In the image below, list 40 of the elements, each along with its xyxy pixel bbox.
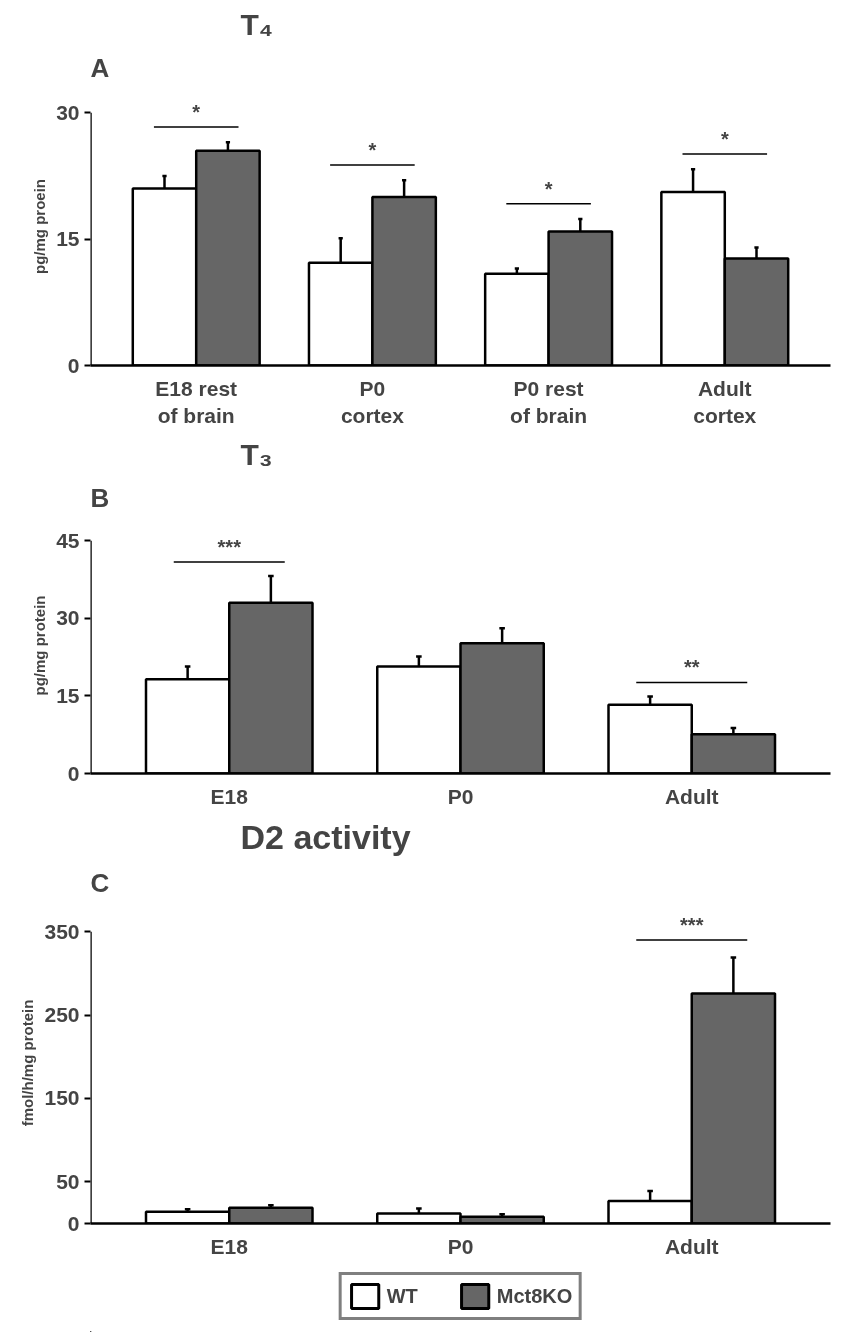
x-tick-label: E18 rest of brain xyxy=(155,376,238,428)
x-tick-label: P0 rest of brain xyxy=(510,376,588,428)
y-tick-label: 0 xyxy=(67,353,80,377)
chart-title: T₄ xyxy=(240,7,274,41)
legend-label: Mct8KO xyxy=(496,1284,573,1308)
x-tick-label: Adult cortex xyxy=(693,376,757,428)
text: C xyxy=(90,867,110,898)
annotation: * xyxy=(544,177,553,200)
x-tick-label: E18 xyxy=(210,784,249,808)
annotation: *** xyxy=(217,535,242,558)
x-tick-label: Adult xyxy=(664,784,719,808)
y-tick-label: 30 xyxy=(56,100,80,124)
y-tick-label: 250 xyxy=(44,1003,80,1027)
y-tick-label: 15 xyxy=(56,683,80,707)
y-tick-label: 15 xyxy=(56,227,80,251)
x-tick-label: E18 xyxy=(210,1234,249,1258)
y-tick-label: 30 xyxy=(56,606,80,630)
y-axis-title: fmol/h/mg protein xyxy=(19,999,37,1127)
annotation: * xyxy=(368,139,377,161)
y-tick-label: 0 xyxy=(67,761,80,785)
x-tick-label: P0 xyxy=(447,784,474,808)
x-tick-label: Adult xyxy=(664,1234,719,1258)
text: B xyxy=(90,482,110,513)
legend-label: WT xyxy=(386,1284,418,1308)
chart-title: D2 activity xyxy=(240,817,411,856)
annotation: * xyxy=(192,101,201,124)
annotation: *** xyxy=(680,914,704,937)
y-tick-label: 50 xyxy=(56,1169,80,1193)
y-tick-label: 150 xyxy=(44,1086,80,1110)
x-tick-label: P0 xyxy=(447,1234,474,1258)
y-tick-label: 350 xyxy=(44,919,80,943)
y-axis-title: pg/mg protein xyxy=(31,595,49,696)
y-axis-title: pg/mg proein xyxy=(31,179,49,274)
x-tick-label: P0 cortex xyxy=(340,376,405,428)
chart-title: T₃ xyxy=(240,437,273,471)
annotation: ** xyxy=(683,656,700,679)
y-tick-label: 45 xyxy=(56,528,80,552)
text: A xyxy=(90,52,110,83)
annotation: * xyxy=(720,128,729,151)
y-tick-label: 0 xyxy=(67,1211,80,1235)
